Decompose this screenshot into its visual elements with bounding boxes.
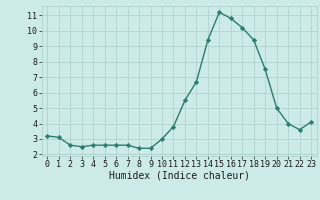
X-axis label: Humidex (Indice chaleur): Humidex (Indice chaleur) — [109, 171, 250, 181]
